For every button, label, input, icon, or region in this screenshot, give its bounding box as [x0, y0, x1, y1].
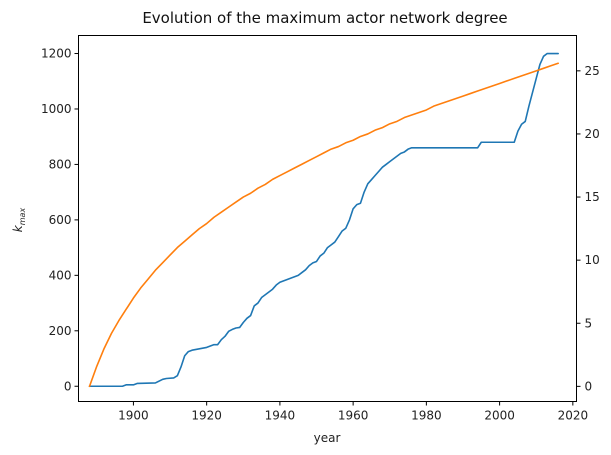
- y2-tick-label: 5: [585, 316, 593, 330]
- x-tick-label: 1980: [411, 409, 442, 423]
- y-tick-label: 800: [49, 157, 72, 171]
- y-axis-title: kmax: [11, 208, 27, 233]
- series-line-2: [88, 62, 559, 388]
- chart-title: Evolution of the maximum actor network d…: [142, 9, 507, 27]
- y2-tick-label: 0: [585, 379, 593, 393]
- series-line-1: [88, 52, 559, 388]
- x-axis-title: year: [314, 431, 341, 445]
- y2-tick-label: 25: [585, 64, 600, 78]
- y-tick-label: 400: [49, 268, 72, 282]
- y2-tick-label: 20: [585, 127, 600, 141]
- y-tick-label: 600: [49, 213, 72, 227]
- plot-frame: [78, 35, 577, 402]
- x-tick-label: 1900: [118, 409, 149, 423]
- x-tick-label: 2000: [484, 409, 515, 423]
- y2-tick-label: 10: [585, 253, 600, 267]
- y-axis-title-sub: max: [18, 208, 27, 226]
- axis-ticks: 1900 1920 1940 1960 1980 2000 2020020040060080…: [41, 47, 600, 423]
- y-tick-label: 1200: [41, 47, 72, 61]
- x-tick-label: 2020: [558, 409, 589, 423]
- plot-area: [88, 52, 559, 388]
- y-tick-label: 0: [64, 379, 72, 393]
- y2-tick-label: 15: [585, 190, 600, 204]
- y-axis-title-main: k: [11, 224, 25, 232]
- x-tick-label: 1920: [191, 409, 222, 423]
- x-tick-label: 1960: [338, 409, 369, 423]
- y-tick-label: 1000: [41, 102, 72, 116]
- x-tick-label: 1940: [265, 409, 296, 423]
- y-tick-label: 200: [49, 324, 72, 338]
